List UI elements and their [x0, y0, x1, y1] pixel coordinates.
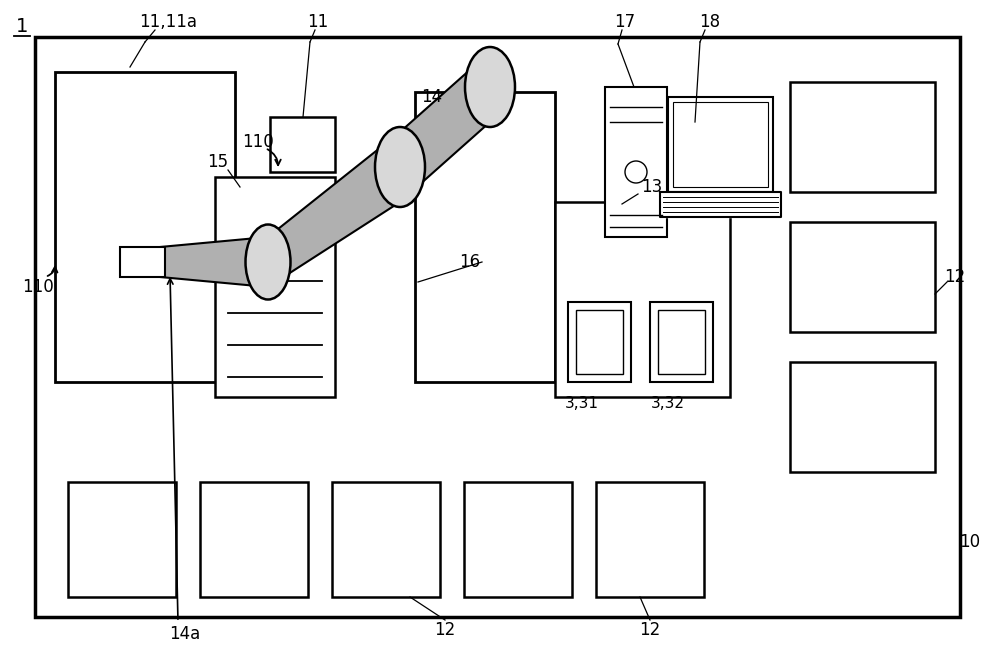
Ellipse shape [246, 224, 290, 299]
Text: 1: 1 [16, 18, 28, 37]
Text: 3,32: 3,32 [651, 396, 685, 411]
Bar [68, 482, 176, 597]
Bar [568, 302, 631, 382]
Text: 3,31: 3,31 [565, 396, 599, 411]
Text: 12: 12 [639, 621, 661, 639]
Text: 12: 12 [434, 621, 456, 639]
Bar [464, 482, 572, 597]
Bar [555, 202, 730, 397]
Polygon shape [160, 237, 268, 287]
Bar [270, 117, 335, 172]
Bar [790, 362, 935, 472]
Text: 110: 110 [22, 278, 54, 296]
Text: 16: 16 [459, 253, 481, 271]
Text: 17: 17 [614, 13, 636, 31]
Ellipse shape [465, 47, 515, 127]
Polygon shape [268, 132, 400, 287]
Text: 10: 10 [959, 533, 981, 551]
Text: 14: 14 [421, 88, 443, 106]
Text: 13: 13 [641, 178, 663, 196]
Bar [790, 82, 935, 192]
Bar [668, 97, 773, 192]
Bar [55, 72, 235, 382]
Bar [673, 102, 768, 187]
Bar [120, 247, 165, 277]
Text: 12: 12 [944, 268, 966, 286]
Bar [200, 482, 308, 597]
Bar [215, 177, 335, 397]
Bar [35, 37, 960, 617]
Text: 11,11a: 11,11a [139, 13, 197, 31]
Bar [605, 87, 667, 237]
Bar [415, 92, 555, 382]
Bar [790, 222, 935, 332]
Text: 110: 110 [242, 133, 274, 151]
Polygon shape [660, 192, 781, 217]
Text: 14a: 14a [169, 625, 201, 643]
Bar [576, 310, 623, 374]
Bar [658, 310, 705, 374]
Polygon shape [400, 52, 490, 202]
Bar [650, 302, 713, 382]
Text: 15: 15 [207, 153, 229, 171]
Bar [596, 482, 704, 597]
Bar [332, 482, 440, 597]
Text: 11: 11 [307, 13, 329, 31]
Ellipse shape [375, 127, 425, 207]
Text: 18: 18 [699, 13, 721, 31]
